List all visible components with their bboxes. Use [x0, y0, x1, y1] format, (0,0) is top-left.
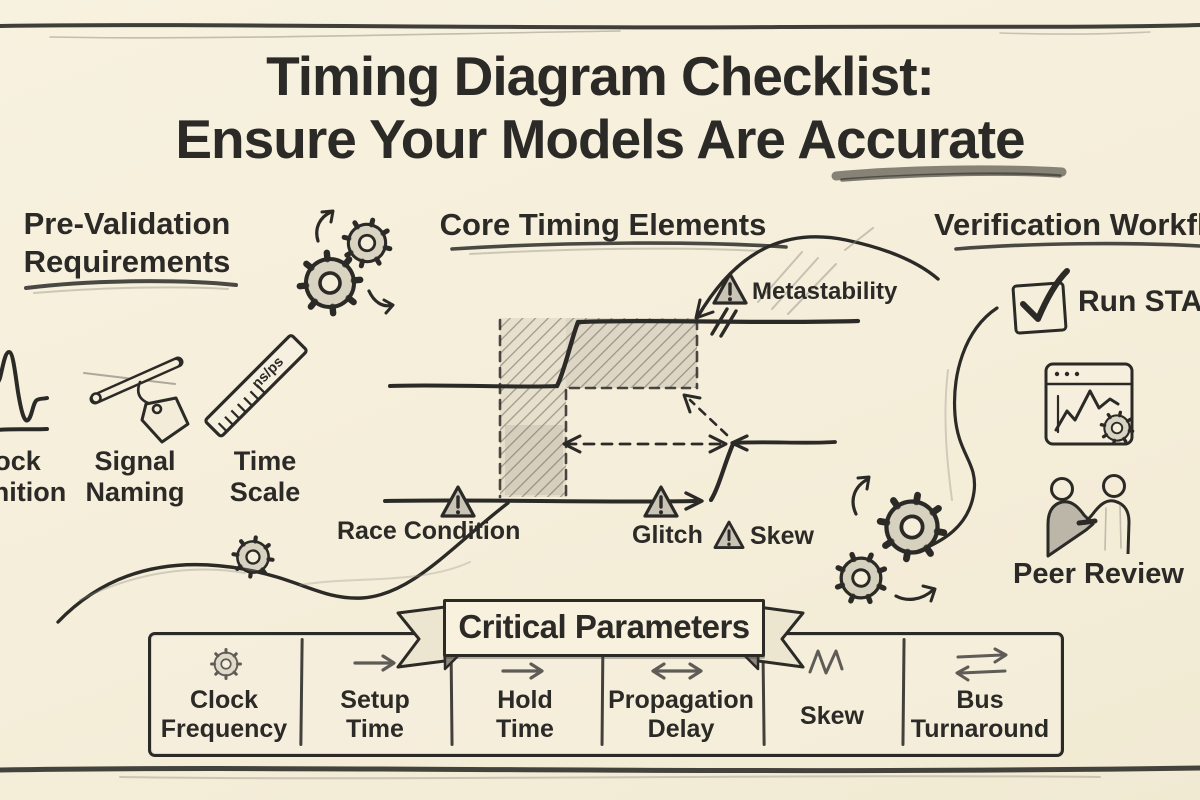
flow-curve-right	[694, 227, 999, 554]
page-title-line1: Timing Diagram Checklist:	[266, 45, 935, 107]
item-label-clock-definition: Clock Definition	[0, 446, 67, 507]
rotating-gears-icon	[297, 209, 396, 316]
item-label-peer-review: Peer Review	[1013, 558, 1184, 590]
arrows-swap-icon	[955, 647, 1008, 682]
arrow-both-icon	[651, 662, 703, 680]
metastability-break	[710, 307, 738, 338]
annotation-skew: Skew	[750, 522, 814, 550]
param-skew: Skew	[800, 702, 864, 730]
param-propagation-delay: Propagation Delay	[608, 686, 754, 743]
hatch-region-top	[566, 318, 697, 388]
item-label-time-scale: Time Scale	[229, 446, 301, 507]
signal-tag-icon	[83, 356, 190, 444]
section-heading-pre-validation: Pre-Validation Requirements	[23, 206, 231, 279]
check-mark	[1020, 268, 1070, 322]
arrow-right-icon	[501, 662, 544, 680]
arrow-right-icon	[353, 654, 396, 672]
param-bus-turnaround: Bus Turnaround	[910, 686, 1050, 743]
annotation-race-condition: Race Condition	[337, 517, 521, 545]
rotating-gears-icon	[828, 475, 950, 611]
param-clock-frequency: Clock Frequency	[160, 686, 288, 743]
ruler-icon	[204, 334, 308, 438]
hatch-region-left	[500, 318, 566, 497]
skew-waveform-icon	[808, 649, 844, 675]
item-label-run-sta: Run STA	[1078, 285, 1200, 318]
frame-border	[0, 23, 1200, 780]
checkbox-checked-icon	[1011, 281, 1068, 335]
handshake-icon	[1046, 474, 1131, 558]
critical-parameters-banner: Critical Parameters	[443, 599, 765, 657]
annotation-metastability: Metastability	[752, 278, 898, 305]
item-label-signal-naming: Signal Naming	[85, 446, 185, 507]
section-heading-core-timing: Core Timing Elements	[439, 207, 767, 242]
param-setup-time: Setup Time	[340, 686, 410, 743]
measure-arrows	[562, 393, 729, 454]
annotation-glitch: Glitch	[632, 521, 703, 549]
flow-curve-left	[56, 501, 510, 624]
chart-window-gear-icon	[1044, 362, 1138, 449]
heading-underlines	[24, 241, 1200, 294]
clock-waveform-icon	[0, 350, 49, 432]
section-heading-verification: Verification Workflow	[934, 207, 1200, 242]
title-underline	[831, 165, 1067, 182]
page-title-line2: Ensure Your Models Are Accurate	[175, 108, 1025, 170]
param-hold-time: Hold Time	[496, 686, 554, 743]
cell-icons	[210, 647, 1008, 682]
